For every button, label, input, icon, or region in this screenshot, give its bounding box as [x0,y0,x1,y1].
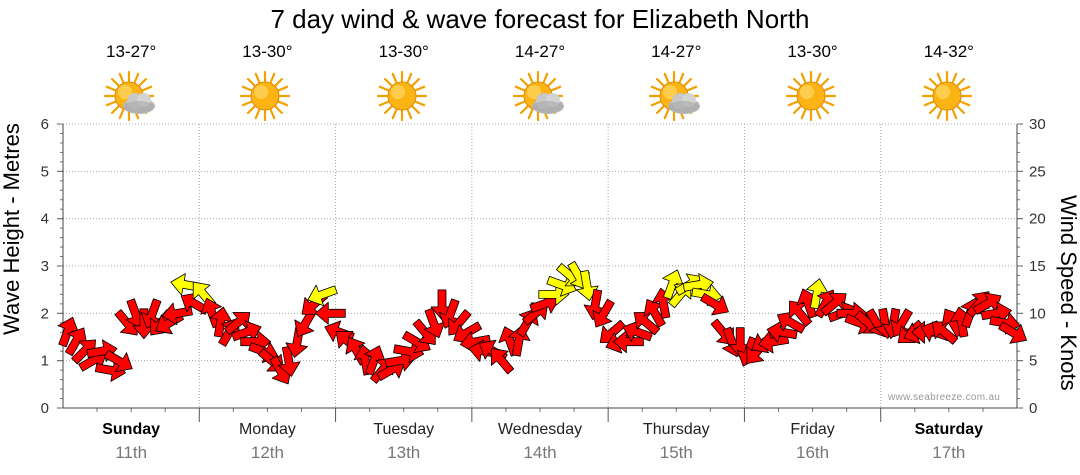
day-name: Thursday [642,421,710,438]
day-date: 13th [387,443,421,462]
wind-arrow [161,302,193,326]
left-axis-title: Wave Height - Metres [0,123,24,335]
wind-arrow [700,293,729,316]
sun-cloud-icon [104,70,156,122]
temperature-range: 14-27° [514,42,566,61]
day-date: 15th [659,443,693,462]
day-name: Saturday [914,421,984,438]
temperature-range: 13-30° [242,42,293,61]
wind-arrow [490,348,515,375]
right-tick-label: 10 [1029,305,1046,322]
day-name: Tuesday [373,421,435,438]
wind-arrow [998,321,1027,344]
sun-icon [785,70,836,122]
left-tick-label: 0 [41,400,49,417]
day-date: 14th [523,443,557,462]
temperature-range: 13-30° [787,42,838,61]
sun-icon [240,70,291,122]
left-tick-label: 4 [41,211,49,228]
right-tick-label: 30 [1029,116,1046,133]
right-tick-label: 15 [1029,258,1046,275]
right-tick-label: 25 [1029,163,1046,180]
left-tick-label: 1 [41,353,49,370]
day-name: Wednesday [497,421,583,438]
left-tick-label: 2 [41,305,49,322]
watermark: www.seabreeze.com.au [888,392,1001,403]
left-tick-label: 5 [41,163,49,180]
chart-grid [63,123,1017,408]
sun-cloud-icon [649,70,701,122]
wind-arrows [57,260,1027,385]
day-date: 11th [115,443,148,462]
temperature-range: 14-27° [651,42,702,61]
wind-arrow [307,284,338,307]
left-tick-label: 6 [41,116,49,133]
chart-axes: 0 1 2 3 4 5 6 0 5 10 15 20 25 30 [41,116,1046,422]
day-name: Monday [238,421,296,438]
day-date: 12th [250,443,284,462]
left-tick-label: 3 [41,258,49,275]
wind-arrow [576,270,599,302]
chart-title: 7 day wind & wave forecast for Elizabeth… [270,4,810,34]
temperature-range: 13-27° [106,42,157,61]
sun-icon [921,70,972,122]
right-axis-title: Wind Speed - Knots [1056,195,1080,391]
right-tick-label: 0 [1029,400,1037,417]
right-tick-label: 20 [1029,211,1046,228]
day-name: Sunday [102,421,161,438]
temperature-range: 13-30° [378,42,429,61]
day-date: 17th [932,443,966,462]
wind-arrow [314,301,346,325]
right-tick-label: 5 [1029,353,1037,370]
wind-arrow [103,349,133,373]
temperature-range: 14-32° [923,42,974,61]
day-name: Friday [790,421,835,438]
sun-cloud-icon [512,70,564,122]
day-date: 16th [796,443,830,462]
sun-icon [376,70,427,122]
wind-arrow [277,345,301,377]
wind-arrow [592,298,615,328]
